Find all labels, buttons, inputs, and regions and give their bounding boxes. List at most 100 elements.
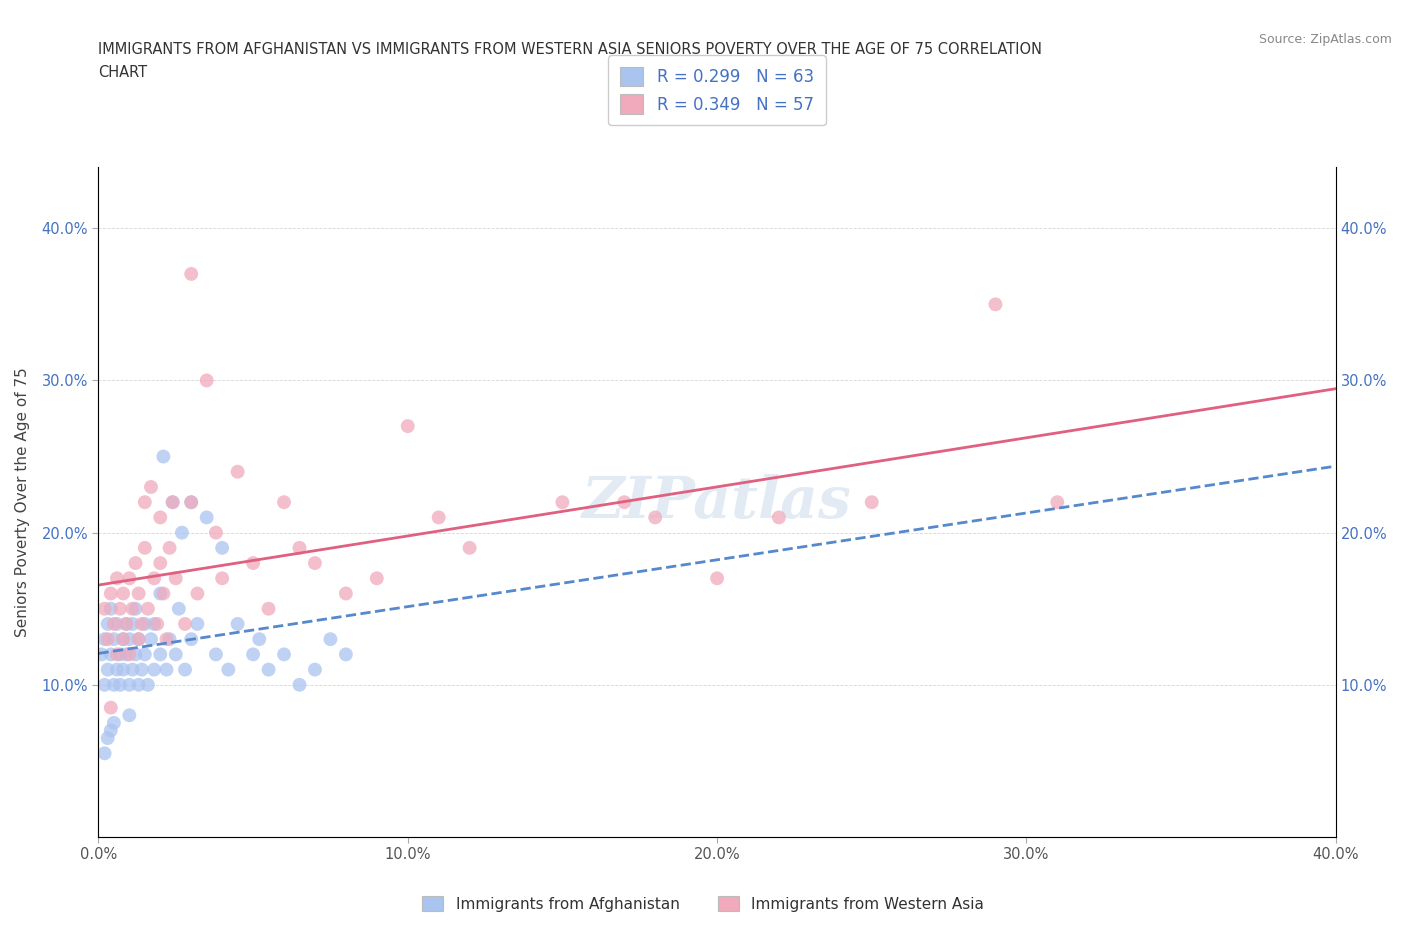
Point xyxy=(551,495,574,510)
Point xyxy=(105,571,128,586)
Point xyxy=(149,555,172,570)
Point xyxy=(165,647,187,662)
Point xyxy=(273,495,295,510)
Point xyxy=(118,677,141,692)
Point xyxy=(335,647,357,662)
Point xyxy=(984,297,1007,312)
Point xyxy=(205,525,228,540)
Point xyxy=(128,586,150,601)
Point xyxy=(180,495,202,510)
Point xyxy=(97,662,120,677)
Point xyxy=(93,746,115,761)
Point xyxy=(257,602,280,617)
Point xyxy=(205,647,228,662)
Point xyxy=(242,647,264,662)
Point xyxy=(1046,495,1069,510)
Point xyxy=(143,662,166,677)
Point xyxy=(139,480,162,495)
Point xyxy=(115,617,138,631)
Point xyxy=(458,540,481,555)
Point xyxy=(134,647,156,662)
Point xyxy=(768,510,790,525)
Point xyxy=(108,647,131,662)
Point xyxy=(97,731,120,746)
Legend: R = 0.299   N = 63, R = 0.349   N = 57: R = 0.299 N = 63, R = 0.349 N = 57 xyxy=(609,55,825,126)
Point xyxy=(155,631,177,646)
Point xyxy=(242,555,264,570)
Point xyxy=(93,677,115,692)
Point xyxy=(97,631,120,646)
Point xyxy=(427,510,450,525)
Point xyxy=(860,495,883,510)
Point xyxy=(162,495,184,510)
Point xyxy=(149,586,172,601)
Point xyxy=(304,555,326,570)
Point xyxy=(93,631,115,646)
Point xyxy=(103,677,125,692)
Point xyxy=(304,662,326,677)
Point xyxy=(131,662,153,677)
Point xyxy=(112,586,135,601)
Legend: Immigrants from Afghanistan, Immigrants from Western Asia: Immigrants from Afghanistan, Immigrants … xyxy=(416,889,990,918)
Point xyxy=(180,267,202,282)
Point xyxy=(118,571,141,586)
Point xyxy=(134,495,156,510)
Point xyxy=(186,586,208,601)
Point xyxy=(211,571,233,586)
Point xyxy=(396,418,419,433)
Point xyxy=(115,647,138,662)
Point xyxy=(195,373,218,388)
Point xyxy=(180,495,202,510)
Point xyxy=(288,677,311,692)
Point xyxy=(247,631,270,646)
Point xyxy=(217,662,239,677)
Point xyxy=(152,449,174,464)
Point xyxy=(273,647,295,662)
Point xyxy=(134,540,156,555)
Point xyxy=(706,571,728,586)
Point xyxy=(180,631,202,646)
Point xyxy=(108,677,131,692)
Point xyxy=(124,555,146,570)
Y-axis label: Seniors Poverty Over the Age of 75: Seniors Poverty Over the Age of 75 xyxy=(15,367,31,637)
Point xyxy=(100,586,122,601)
Point xyxy=(174,662,197,677)
Point xyxy=(155,662,177,677)
Point xyxy=(105,647,128,662)
Point xyxy=(112,662,135,677)
Point xyxy=(167,602,190,617)
Point xyxy=(149,510,172,525)
Point xyxy=(335,586,357,601)
Point xyxy=(100,700,122,715)
Point xyxy=(143,617,166,631)
Point xyxy=(115,617,138,631)
Text: ZIPatlas: ZIPatlas xyxy=(582,474,852,530)
Point xyxy=(613,495,636,510)
Point xyxy=(128,631,150,646)
Point xyxy=(195,510,218,525)
Point xyxy=(131,617,153,631)
Point xyxy=(143,571,166,586)
Text: IMMIGRANTS FROM AFGHANISTAN VS IMMIGRANTS FROM WESTERN ASIA SENIORS POVERTY OVER: IMMIGRANTS FROM AFGHANISTAN VS IMMIGRANT… xyxy=(98,42,1042,57)
Point xyxy=(105,617,128,631)
Point xyxy=(100,647,122,662)
Point xyxy=(100,723,122,737)
Point xyxy=(97,617,120,631)
Point xyxy=(139,631,162,646)
Point xyxy=(159,540,181,555)
Point xyxy=(149,647,172,662)
Point xyxy=(112,631,135,646)
Point xyxy=(118,647,141,662)
Point xyxy=(128,677,150,692)
Point xyxy=(121,662,143,677)
Point xyxy=(108,602,131,617)
Point xyxy=(100,602,122,617)
Point xyxy=(366,571,388,586)
Point xyxy=(644,510,666,525)
Text: Source: ZipAtlas.com: Source: ZipAtlas.com xyxy=(1258,33,1392,46)
Point xyxy=(226,464,249,479)
Point xyxy=(112,631,135,646)
Point xyxy=(159,631,181,646)
Point xyxy=(124,602,146,617)
Point xyxy=(211,540,233,555)
